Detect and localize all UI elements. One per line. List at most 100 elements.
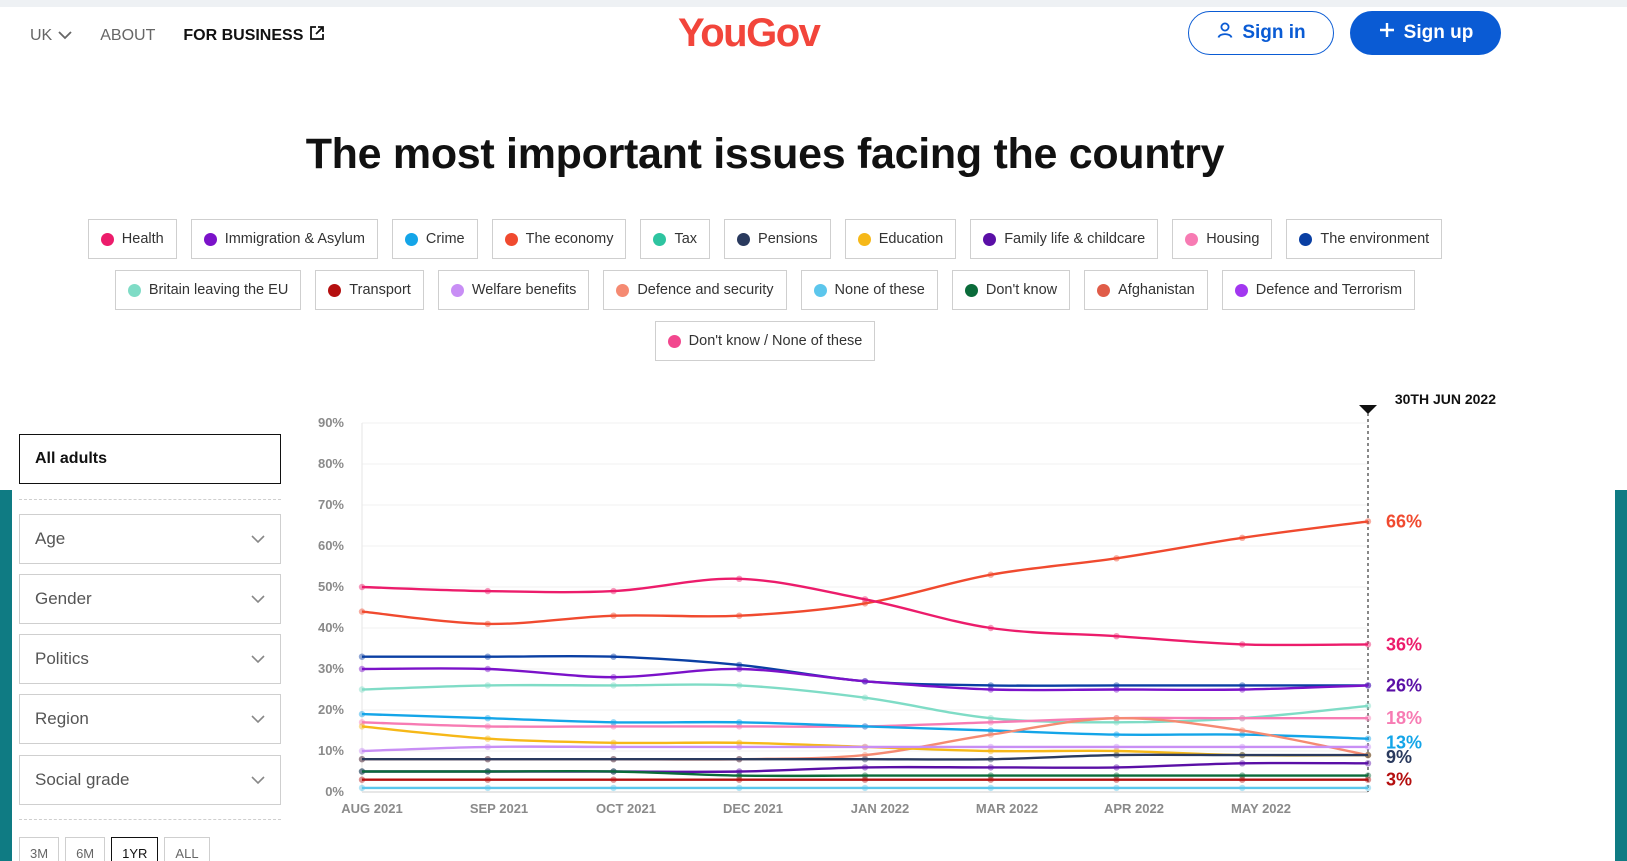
legend-chip-transport[interactable]: Transport [315, 270, 424, 310]
chevron-down-icon [58, 27, 72, 45]
end-value-label: 36% [1386, 634, 1422, 654]
legend-chip-none-of-these[interactable]: None of these [800, 270, 938, 310]
legend-dot [1234, 283, 1248, 297]
filter-gender-dropdown[interactable]: Gender [19, 574, 281, 624]
data-point [1364, 702, 1372, 710]
legend-label: Crime [425, 231, 465, 247]
region-selector[interactable]: UK [30, 27, 72, 45]
legend-chip-pensions[interactable]: Pensions [724, 219, 831, 259]
series-line [361, 577, 1369, 647]
y-tick-label: 90% [318, 415, 344, 430]
sign-in-button[interactable]: Sign in [1188, 11, 1334, 55]
legend-chip-education[interactable]: Education [844, 219, 957, 259]
region-label: UK [30, 26, 53, 44]
legend-row-2: Britain leaving the EU Transport Welfare… [0, 270, 1530, 310]
data-point [1364, 518, 1372, 525]
legend-chip-afghanistan[interactable]: Afghanistan [1084, 270, 1208, 310]
legend-label: Pensions [758, 231, 818, 247]
data-point [358, 608, 366, 615]
legend-dot [857, 232, 871, 246]
end-value-label: 18% [1386, 708, 1422, 728]
end-value-label: 3% [1386, 770, 1412, 790]
plus-icon [1378, 21, 1396, 45]
filter-region-dropdown[interactable]: Region [19, 694, 281, 744]
x-tick-label: SEP 2021 [470, 801, 528, 816]
legend-label: Education [878, 231, 944, 247]
nav-for-business[interactable]: FOR BUSINESS [183, 25, 325, 46]
yougov-logo[interactable]: YouGov [678, 11, 821, 55]
audience-selector[interactable]: All adults [19, 434, 281, 484]
chevron-down-icon [251, 709, 265, 729]
sign-up-button[interactable]: Sign up [1350, 11, 1501, 55]
legend-chip-family-life-childcare[interactable]: Family life & childcare [970, 219, 1159, 259]
legend-label: Tax [674, 231, 698, 247]
nav-for-business-label: FOR BUSINESS [183, 26, 304, 44]
legend-dot [1299, 232, 1313, 246]
filter-social-grade-dropdown[interactable]: Social grade [19, 755, 281, 805]
legend-chip-dont-know-none-of-these[interactable]: Don't know / None of these [654, 321, 876, 361]
range-all-button[interactable]: ALL [164, 837, 210, 861]
legend-label: The environment [1320, 231, 1430, 247]
nav-about[interactable]: ABOUT [100, 27, 155, 45]
x-tick-label: OCT 2021 [596, 801, 656, 816]
chevron-down-icon [251, 770, 265, 790]
y-tick-label: 60% [318, 538, 344, 553]
legend-label: Afghanistan [1118, 282, 1195, 298]
legend-label: Britain leaving the EU [148, 282, 289, 298]
range-6m-button[interactable]: 6M [65, 837, 106, 861]
top-strip [0, 0, 1627, 7]
legend-label: Immigration & Asylum [224, 231, 365, 247]
filter-age-dropdown[interactable]: Age [19, 514, 281, 564]
current-date-marker-triangle [1359, 405, 1377, 414]
top-nav: UK ABOUT FOR BUSINESS [30, 25, 325, 46]
sign-in-label: Sign in [1242, 22, 1306, 43]
legend-label: The economy [525, 231, 614, 247]
legend-dot [203, 232, 217, 246]
filter-panel: All adults Age Gender Politics Region So… [19, 434, 281, 861]
issues-line-chart: 0% 10% 20% 30% 40% 50% 60% 70% 80% 90% AUG 2021 SEP… [318, 405, 1422, 816]
legend-chip-defence-and-terrorism[interactable]: Defence and Terrorism [1221, 270, 1416, 310]
legend-chip-the-economy[interactable]: The economy [491, 219, 627, 259]
legend-chip-welfare-benefits[interactable]: Welfare benefits [437, 270, 590, 310]
x-tick-label: MAR 2022 [976, 801, 1038, 816]
current-date-label: 30TH JUN 2022 [1394, 391, 1496, 407]
series-line [361, 667, 1369, 692]
filter-politics-label: Politics [35, 649, 89, 668]
y-tick-label: 80% [318, 456, 344, 471]
series-line [362, 753, 1368, 761]
y-tick-label: 30% [318, 661, 344, 676]
legend-chip-the-environment[interactable]: The environment [1286, 219, 1443, 259]
legend-dot [964, 283, 978, 297]
series-line [361, 683, 1369, 724]
series-line [361, 520, 1369, 626]
legend-chip-dont-know[interactable]: Don't know [951, 270, 1071, 310]
audience-label: All adults [35, 450, 108, 467]
legend-dot [328, 283, 342, 297]
legend-label: Housing [1206, 231, 1260, 247]
legend-dot [1185, 232, 1199, 246]
sign-up-label: Sign up [1403, 22, 1474, 43]
legend-dot [127, 283, 141, 297]
legend-dot [667, 334, 681, 348]
legend-label: Health [121, 231, 164, 247]
legend-chip-crime[interactable]: Crime [391, 219, 478, 259]
legend-dot [616, 283, 630, 297]
x-tick-label: DEC 2021 [723, 801, 783, 816]
legend-chip-health[interactable]: Health [87, 219, 177, 259]
series-line [361, 745, 1368, 753]
range-3m-button[interactable]: 3M [19, 837, 60, 861]
legend-label: Defence and security [637, 282, 774, 298]
legend-label: Don't know / None of these [688, 333, 863, 349]
range-1yr-button[interactable]: 1YR [111, 837, 159, 861]
filter-divider [19, 499, 281, 500]
legend-chip-britain-leaving-the-eu[interactable]: Britain leaving the EU [114, 270, 302, 310]
data-point [358, 723, 366, 730]
legend-chip-defence-and-security[interactable]: Defence and security [603, 270, 787, 310]
data-point [358, 710, 366, 718]
legend-chip-tax[interactable]: Tax [640, 219, 711, 259]
filter-politics-dropdown[interactable]: Politics [19, 634, 281, 684]
legend-chip-housing[interactable]: Housing [1172, 219, 1273, 259]
end-value-label: 26% [1386, 675, 1422, 695]
filter-age-label: Age [35, 529, 66, 548]
legend-chip-immigration-asylum[interactable]: Immigration & Asylum [190, 219, 378, 259]
